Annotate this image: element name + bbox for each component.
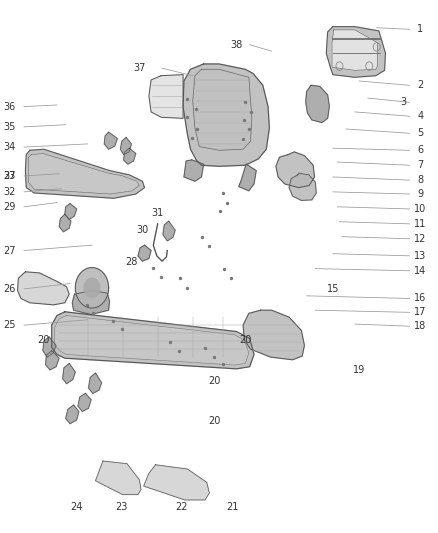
Text: 4: 4 (417, 111, 424, 121)
Polygon shape (163, 221, 175, 241)
Polygon shape (104, 132, 117, 149)
Text: 19: 19 (353, 366, 365, 375)
Text: 27: 27 (4, 171, 16, 181)
Text: 36: 36 (4, 102, 16, 111)
Polygon shape (144, 465, 209, 500)
Text: 37: 37 (133, 63, 145, 73)
Text: 38: 38 (230, 40, 243, 50)
Polygon shape (28, 154, 139, 194)
Polygon shape (138, 245, 151, 261)
Polygon shape (52, 312, 254, 369)
Polygon shape (88, 373, 102, 393)
Text: 23: 23 (116, 503, 128, 512)
Polygon shape (120, 138, 131, 155)
Text: 24: 24 (71, 503, 83, 512)
Polygon shape (306, 85, 329, 123)
Text: 18: 18 (414, 321, 427, 331)
Polygon shape (326, 27, 385, 77)
Text: 16: 16 (414, 294, 427, 303)
Text: 30: 30 (136, 225, 148, 235)
Polygon shape (78, 393, 91, 411)
Text: 11: 11 (414, 219, 427, 229)
Polygon shape (72, 290, 110, 314)
Text: 29: 29 (4, 202, 16, 212)
Text: 22: 22 (176, 503, 188, 512)
Text: 6: 6 (417, 146, 424, 155)
Polygon shape (63, 364, 75, 384)
Text: 28: 28 (125, 257, 138, 267)
Text: 17: 17 (414, 308, 427, 317)
Polygon shape (289, 173, 316, 200)
Text: 34: 34 (4, 142, 16, 152)
Polygon shape (243, 310, 304, 360)
Text: 25: 25 (4, 320, 16, 330)
Text: 12: 12 (414, 234, 427, 244)
Text: 13: 13 (414, 251, 427, 261)
Text: 20: 20 (208, 376, 221, 386)
Polygon shape (149, 75, 183, 118)
Polygon shape (43, 337, 56, 357)
Text: 3: 3 (400, 98, 406, 107)
Polygon shape (239, 164, 256, 191)
Polygon shape (65, 204, 77, 220)
Polygon shape (46, 351, 59, 370)
Polygon shape (66, 405, 79, 424)
Text: 32: 32 (4, 187, 16, 197)
Text: 20: 20 (239, 335, 251, 345)
Polygon shape (84, 278, 100, 297)
Polygon shape (332, 30, 378, 70)
Text: 2: 2 (417, 80, 424, 90)
Text: 27: 27 (4, 246, 16, 255)
Polygon shape (55, 316, 249, 365)
Text: 5: 5 (417, 128, 424, 138)
Text: 10: 10 (414, 204, 427, 214)
Polygon shape (18, 272, 69, 305)
Polygon shape (59, 214, 71, 232)
Text: 31: 31 (152, 208, 164, 218)
Text: 35: 35 (4, 122, 16, 132)
Text: 33: 33 (4, 171, 16, 181)
Polygon shape (124, 148, 136, 164)
Text: 8: 8 (417, 175, 424, 185)
Polygon shape (25, 149, 145, 198)
Polygon shape (276, 152, 314, 188)
Text: 26: 26 (4, 284, 16, 294)
Text: 9: 9 (417, 189, 424, 199)
Text: 15: 15 (327, 284, 339, 294)
Text: 1: 1 (417, 25, 424, 34)
Polygon shape (75, 268, 109, 308)
Polygon shape (184, 160, 204, 181)
Polygon shape (183, 64, 269, 166)
Text: 20: 20 (38, 335, 50, 345)
Polygon shape (95, 461, 141, 495)
Text: 21: 21 (226, 503, 238, 512)
Polygon shape (193, 69, 252, 150)
Text: 20: 20 (208, 416, 221, 426)
Text: 7: 7 (417, 160, 424, 170)
Text: 14: 14 (414, 266, 427, 276)
